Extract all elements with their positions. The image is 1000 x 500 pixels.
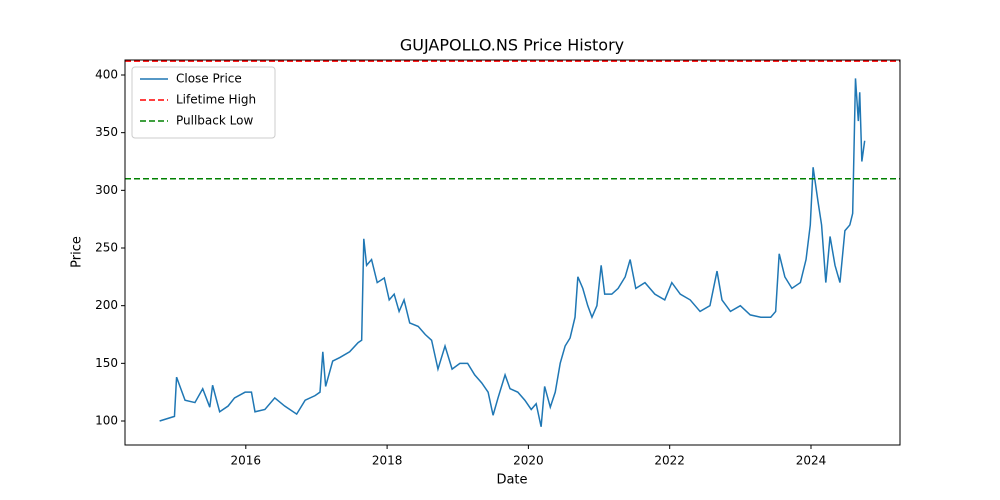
price-line — [159, 78, 866, 427]
x-tick-label: 2018 — [372, 454, 403, 468]
y-tick-label: 400 — [95, 67, 118, 81]
x-tick-label: 2022 — [654, 454, 685, 468]
legend-label: Close Price — [176, 72, 242, 86]
y-tick-label: 350 — [95, 125, 118, 139]
y-tick-label: 250 — [95, 241, 118, 255]
y-tick-label: 200 — [95, 298, 118, 312]
x-tick-label: 2024 — [796, 454, 827, 468]
x-tick-label: 2016 — [231, 454, 262, 468]
x-axis-label: Date — [496, 473, 527, 488]
y-tick-label: 100 — [95, 414, 118, 428]
legend-label: Pullback Low — [176, 114, 253, 128]
chart-title: GUJAPOLLO.NS Price History — [400, 36, 624, 55]
x-tick-label: 2020 — [513, 454, 544, 468]
y-axis-label: Price — [70, 236, 85, 268]
plot-frame — [124, 59, 901, 446]
y-tick-label: 150 — [95, 356, 118, 370]
y-tick-label: 300 — [95, 183, 118, 197]
legend-label: Lifetime High — [176, 93, 256, 107]
